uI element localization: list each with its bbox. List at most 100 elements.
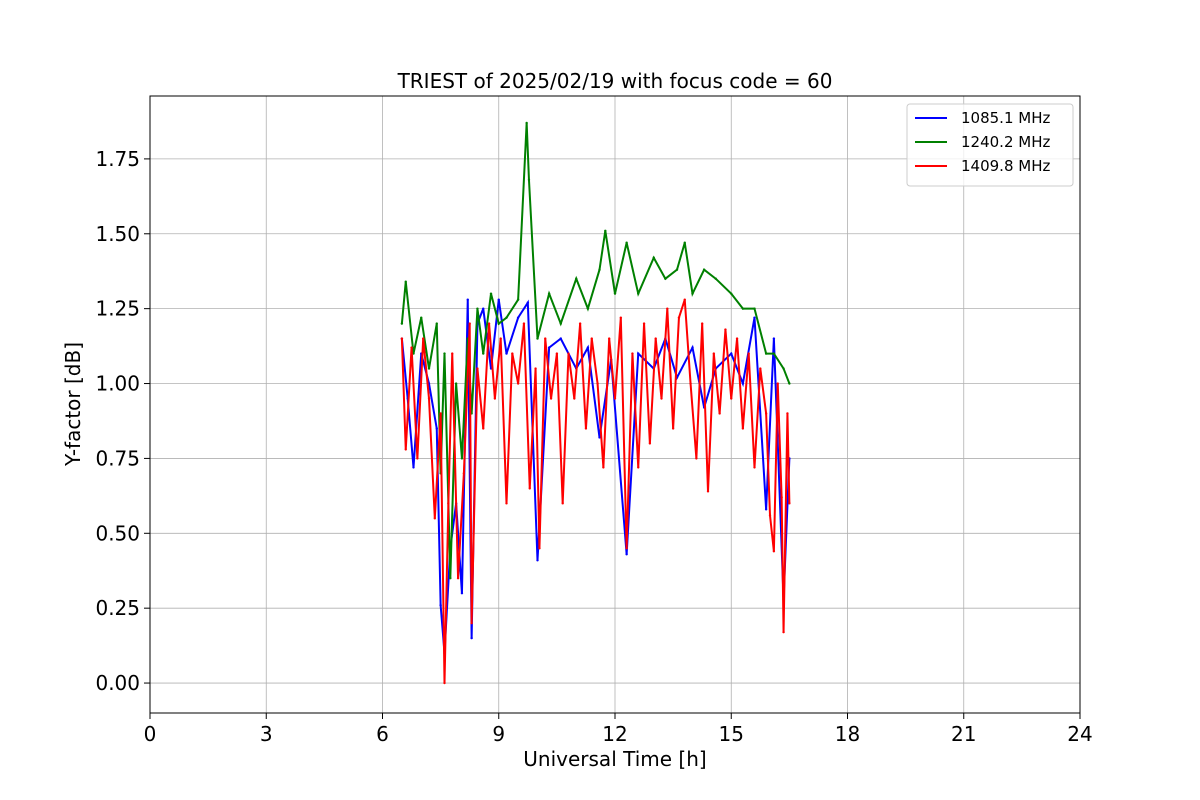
x-tick-label: 0: [144, 722, 157, 746]
data-point: [586, 346, 590, 349]
data-point: [555, 352, 559, 355]
data-point: [780, 496, 783, 499]
data-point: [637, 352, 640, 355]
data-point: [782, 630, 785, 634]
data-point: [637, 466, 640, 469]
data-point: [683, 241, 686, 244]
data-point: [730, 352, 733, 355]
data-point: [470, 636, 473, 640]
data-point: [516, 298, 520, 301]
data-point: [677, 316, 681, 319]
data-point: [753, 466, 756, 469]
data-point: [443, 681, 446, 685]
data-point: [559, 337, 562, 340]
data-point: [652, 256, 655, 259]
data-point: [741, 427, 745, 430]
x-tick-label: 9: [492, 722, 505, 746]
data-point: [735, 337, 739, 340]
x-tick-label: 6: [376, 722, 389, 746]
data-point: [637, 292, 640, 295]
x-axis-label: Universal Time [h]: [523, 747, 706, 771]
data-point: [410, 346, 413, 349]
y-tick-label: 0.75: [95, 446, 140, 470]
data-point: [730, 292, 733, 295]
data-point: [604, 229, 607, 232]
data-point: [460, 591, 464, 595]
data-point: [788, 502, 791, 505]
data-point: [538, 547, 541, 550]
data-point: [476, 367, 479, 370]
data-point: [625, 547, 628, 550]
data-point: [689, 382, 692, 385]
x-tick-label: 21: [951, 722, 976, 746]
data-point: [482, 427, 485, 430]
data-point: [516, 316, 520, 319]
data-point: [497, 298, 500, 301]
data-point: [454, 382, 458, 385]
data-point: [493, 397, 497, 400]
data-point: [776, 382, 779, 385]
data-point: [675, 268, 679, 271]
data-point: [462, 472, 466, 475]
data-point: [602, 466, 605, 469]
data-point: [596, 382, 599, 385]
data-point: [439, 603, 442, 607]
data-point: [433, 517, 437, 520]
data-point: [526, 301, 530, 304]
data-point: [741, 382, 745, 385]
data-point: [505, 316, 508, 319]
data-point: [476, 307, 479, 310]
data-point: [764, 412, 768, 415]
legend: 1085.1 MHz 1240.2 MHz 1409.8 MHz: [906, 103, 1074, 187]
chart-title: TRIEST of 2025/02/19 with focus code = 6…: [397, 69, 833, 93]
data-point: [499, 337, 502, 340]
data-point: [648, 442, 652, 445]
data-point: [427, 397, 431, 400]
data-point: [586, 307, 590, 310]
data-point: [660, 397, 663, 400]
data-point: [724, 328, 727, 331]
data-point: [772, 337, 776, 340]
data-point: [768, 514, 772, 517]
y-tick-label: 1.00: [95, 372, 140, 396]
data-point: [482, 307, 485, 310]
data-point: [683, 298, 686, 301]
data-point: [522, 322, 526, 325]
data-point: [470, 621, 473, 625]
data-point: [420, 316, 423, 319]
data-point: [567, 352, 570, 355]
data-point: [619, 316, 623, 319]
data-point: [590, 337, 593, 340]
data-point: [747, 352, 750, 355]
data-point: [753, 316, 756, 319]
data-point: [642, 322, 646, 325]
data-point: [631, 352, 634, 355]
data-point: [607, 337, 611, 340]
data-point: [578, 322, 582, 325]
data-point: [559, 322, 562, 325]
data-point: [460, 457, 464, 460]
data-point: [764, 508, 768, 511]
data-point: [625, 553, 628, 556]
data-point: [482, 352, 485, 355]
data-point: [573, 397, 576, 400]
data-point: [505, 502, 508, 505]
data-point: [730, 397, 733, 400]
data-point: [547, 346, 551, 349]
data-point: [598, 268, 601, 271]
data-point: [598, 436, 601, 439]
data-point: [561, 502, 564, 505]
data-point: [487, 322, 491, 325]
data-point: [400, 322, 404, 325]
x-tick-label: 15: [719, 722, 744, 746]
data-point: [666, 307, 669, 310]
data-point: [753, 307, 756, 310]
data-point: [759, 367, 762, 370]
data-point: [404, 280, 407, 283]
data-point: [412, 466, 415, 469]
data-point: [714, 277, 717, 280]
data-point: [625, 241, 628, 244]
x-tick-label: 18: [835, 722, 860, 746]
data-point: [439, 412, 442, 415]
